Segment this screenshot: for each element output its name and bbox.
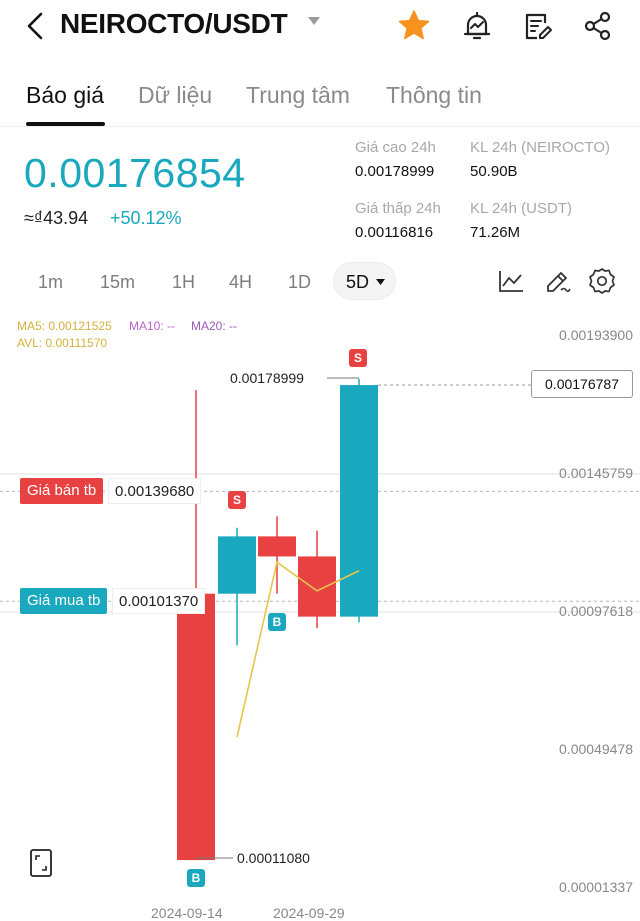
y-tick-label: 0.00097618 xyxy=(559,603,633,619)
volume-quote-value: 71.26M xyxy=(470,224,521,241)
buy-marker[interactable]: B xyxy=(268,613,286,631)
ma20-legend: MA20: -- xyxy=(191,319,238,333)
avg-sell-value: 0.00139680 xyxy=(108,478,202,504)
active-tab-indicator xyxy=(26,122,105,126)
draw-tool-icon[interactable] xyxy=(543,266,571,296)
chart-settings-icon[interactable] xyxy=(588,266,616,296)
caret-down-icon[interactable] xyxy=(307,15,321,27)
high-marker-label: 0.00178999 xyxy=(230,370,304,386)
y-tick-label: 0.00193900 xyxy=(559,327,633,343)
ma5-legend: MA5: 0.00121525 xyxy=(17,319,112,333)
pair-title[interactable]: NEIROCTO/USDT xyxy=(60,8,288,39)
tab-info[interactable]: Thông tin xyxy=(386,82,482,108)
volume-quote-label: KL 24h (USDT) xyxy=(470,200,572,217)
tab-center[interactable]: Trung tâm xyxy=(246,82,350,108)
high-24h-value: 0.00178999 xyxy=(355,163,435,180)
timeframe-15m[interactable]: 15m xyxy=(100,272,136,292)
timeframe-1m[interactable]: 1m xyxy=(38,272,64,292)
timeframe-4h[interactable]: 4H xyxy=(229,272,253,292)
low-24h-value: 0.00116816 xyxy=(355,224,434,241)
tab-bar: Báo giá Dữ liệu Trung tâm Thông tin xyxy=(0,72,640,126)
notes-icon[interactable] xyxy=(520,9,554,43)
low-marker-label: 0.00011080 xyxy=(237,850,310,866)
last-price: 0.00176854 xyxy=(24,150,246,196)
y-tick-label: 0.00145759 xyxy=(559,465,633,481)
caret-down-icon xyxy=(376,279,385,285)
avg-buy-tag: Giá mua tb xyxy=(20,588,108,614)
buy-marker[interactable]: B xyxy=(187,869,205,887)
current-price-label: 0.00176787 xyxy=(531,370,633,398)
volume-base-value: 50.90B xyxy=(470,163,518,180)
share-icon[interactable] xyxy=(581,9,615,43)
candle-body xyxy=(340,385,378,617)
tab-quote[interactable]: Báo giá xyxy=(26,82,105,108)
candle-body xyxy=(218,536,256,594)
candle-body xyxy=(177,593,215,861)
timeframe-1d[interactable]: 1D xyxy=(288,272,312,292)
price-alert-icon[interactable] xyxy=(460,9,494,43)
timeframe-1h[interactable]: 1H xyxy=(172,272,196,292)
back-icon[interactable] xyxy=(24,10,48,42)
ma10-legend: MA10: -- xyxy=(129,319,176,333)
header-bar: NEIROCTO/USDT xyxy=(0,0,640,56)
volume-base-label: KL 24h (NEIROCTO) xyxy=(470,139,611,156)
avl-legend: AVL: 0.00111570 xyxy=(17,336,108,350)
indicator-icon[interactable] xyxy=(497,266,525,296)
star-icon[interactable] xyxy=(397,9,431,43)
ma5-line xyxy=(236,560,360,738)
sell-marker[interactable]: S xyxy=(349,349,367,367)
fullscreen-icon[interactable] xyxy=(29,848,53,878)
x-tick-label: 2024-09-14 xyxy=(151,905,223,921)
tab-data[interactable]: Dữ liệu xyxy=(138,82,213,108)
price-change-percent: +50.12% xyxy=(110,208,182,228)
divider xyxy=(0,126,640,127)
avg-sell-tag: Giá bán tb xyxy=(20,478,104,504)
low-24h-label: Giá thấp 24h xyxy=(355,200,441,217)
candle-body xyxy=(298,556,336,617)
candle-body xyxy=(258,536,296,557)
y-tick-label: 0.00049478 xyxy=(559,741,633,757)
x-tick-label: 2024-09-29 xyxy=(273,905,345,921)
fiat-price: ≈₫43.94 xyxy=(24,208,89,228)
timeframe-5d-selector[interactable]: 5D xyxy=(333,262,396,300)
y-tick-label: 0.00001337 xyxy=(559,879,633,895)
timeframe-5d-label: 5D xyxy=(346,272,370,292)
sell-marker[interactable]: S xyxy=(228,491,246,509)
high-24h-label: Giá cao 24h xyxy=(355,139,436,156)
avg-buy-value: 0.00101370 xyxy=(112,588,206,614)
